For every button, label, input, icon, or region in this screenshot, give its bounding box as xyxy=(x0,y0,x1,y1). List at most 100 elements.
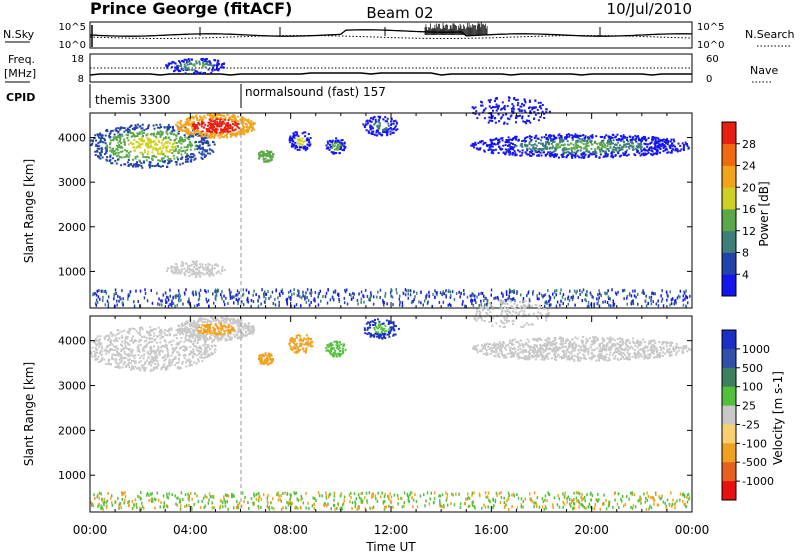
power-cell xyxy=(142,155,145,158)
velocity-cell xyxy=(177,361,180,364)
power-cell xyxy=(235,132,238,135)
power-cell xyxy=(369,119,371,122)
power-cell xyxy=(558,146,561,149)
power-cell xyxy=(123,138,126,141)
power-cell xyxy=(589,135,592,138)
power-cell xyxy=(373,133,376,136)
power-cell xyxy=(581,138,584,141)
power-cell xyxy=(115,155,118,158)
power-cell xyxy=(130,141,132,144)
velocity-cell xyxy=(186,329,189,332)
power-cell xyxy=(117,158,120,161)
power-cell xyxy=(603,144,606,147)
power-cell xyxy=(156,126,159,129)
velocity-cell xyxy=(201,272,204,275)
power-cell xyxy=(671,297,674,301)
power-cell xyxy=(113,152,116,155)
power-cell xyxy=(329,139,331,142)
velocity-cell xyxy=(192,350,195,353)
power-cell xyxy=(184,68,187,71)
velocity-cell xyxy=(207,326,210,329)
velocity-cell xyxy=(119,353,122,356)
velocity-cell xyxy=(183,324,186,327)
velocity-cell xyxy=(145,336,148,339)
velocity-cell xyxy=(188,360,191,363)
velocity-cell xyxy=(268,355,271,358)
power-cell xyxy=(141,138,144,141)
power-cell xyxy=(230,115,233,118)
velocity-cell xyxy=(134,354,137,357)
power-cell xyxy=(463,292,465,296)
power-cell xyxy=(520,105,523,108)
power-cell xyxy=(204,60,207,62)
power-cell xyxy=(559,303,561,307)
power-cell xyxy=(228,117,230,120)
power-cell xyxy=(666,298,668,302)
velocity-cell xyxy=(164,329,167,332)
velocity-cell xyxy=(220,329,223,331)
velocity-cell xyxy=(144,361,147,364)
velocity-cell xyxy=(185,332,188,335)
power-cell xyxy=(461,302,464,306)
power-cell xyxy=(630,140,633,143)
power-cell xyxy=(202,133,205,136)
power-cell xyxy=(560,136,563,139)
velocity-cell xyxy=(204,318,207,321)
power-cell xyxy=(385,131,388,134)
power-cell xyxy=(589,152,592,155)
velocity-cell xyxy=(94,347,97,350)
power-cell xyxy=(296,133,299,136)
power-cell xyxy=(618,138,620,140)
power-cell xyxy=(103,153,106,156)
power-cell xyxy=(587,151,590,153)
power-cell xyxy=(288,137,291,139)
power-cell xyxy=(570,153,573,156)
velocity-cell xyxy=(124,357,127,359)
velocity-cell xyxy=(230,338,233,341)
power-cell xyxy=(131,143,134,146)
power-cell xyxy=(686,143,688,145)
velocity-cell xyxy=(305,351,307,354)
velocity-cell xyxy=(151,337,154,340)
power-cell xyxy=(623,288,626,292)
velocity-cell xyxy=(160,328,163,331)
velocity-cell xyxy=(182,328,184,331)
nave-label: Nave xyxy=(750,64,778,77)
power-cell xyxy=(665,147,668,150)
power-cell xyxy=(106,159,109,162)
power-cell xyxy=(192,115,194,118)
power-cell xyxy=(138,131,141,134)
power-cell xyxy=(460,291,462,295)
power-cell xyxy=(189,123,192,126)
power-cell xyxy=(584,135,587,138)
velocity-cell xyxy=(184,335,187,338)
power-cell xyxy=(200,134,203,136)
velocity-cell xyxy=(179,340,182,343)
power-cell xyxy=(161,153,164,156)
velocity-cell xyxy=(189,352,192,355)
velocity-cell xyxy=(191,343,194,345)
power-cell xyxy=(198,60,201,63)
power-cell xyxy=(579,292,581,296)
power-cell xyxy=(344,290,347,294)
velocity-cell xyxy=(249,330,252,333)
power-cell xyxy=(682,303,685,307)
power-cell xyxy=(568,298,571,302)
power-cell xyxy=(117,146,119,149)
power-cell xyxy=(200,153,203,155)
power-cell xyxy=(336,292,339,296)
power-cell xyxy=(198,294,201,297)
velocity-cell xyxy=(208,353,211,356)
power-cell xyxy=(175,294,177,298)
power-cell xyxy=(163,137,165,140)
power-cell xyxy=(309,143,312,146)
power-cell xyxy=(492,109,494,112)
power-cell xyxy=(193,158,196,161)
power-cell xyxy=(528,107,530,110)
power-cell xyxy=(528,147,531,150)
power-cell xyxy=(208,134,211,137)
power-cell xyxy=(255,293,257,297)
power-cell xyxy=(141,127,144,130)
velocity-cell xyxy=(203,349,206,352)
power-cell xyxy=(314,299,316,303)
